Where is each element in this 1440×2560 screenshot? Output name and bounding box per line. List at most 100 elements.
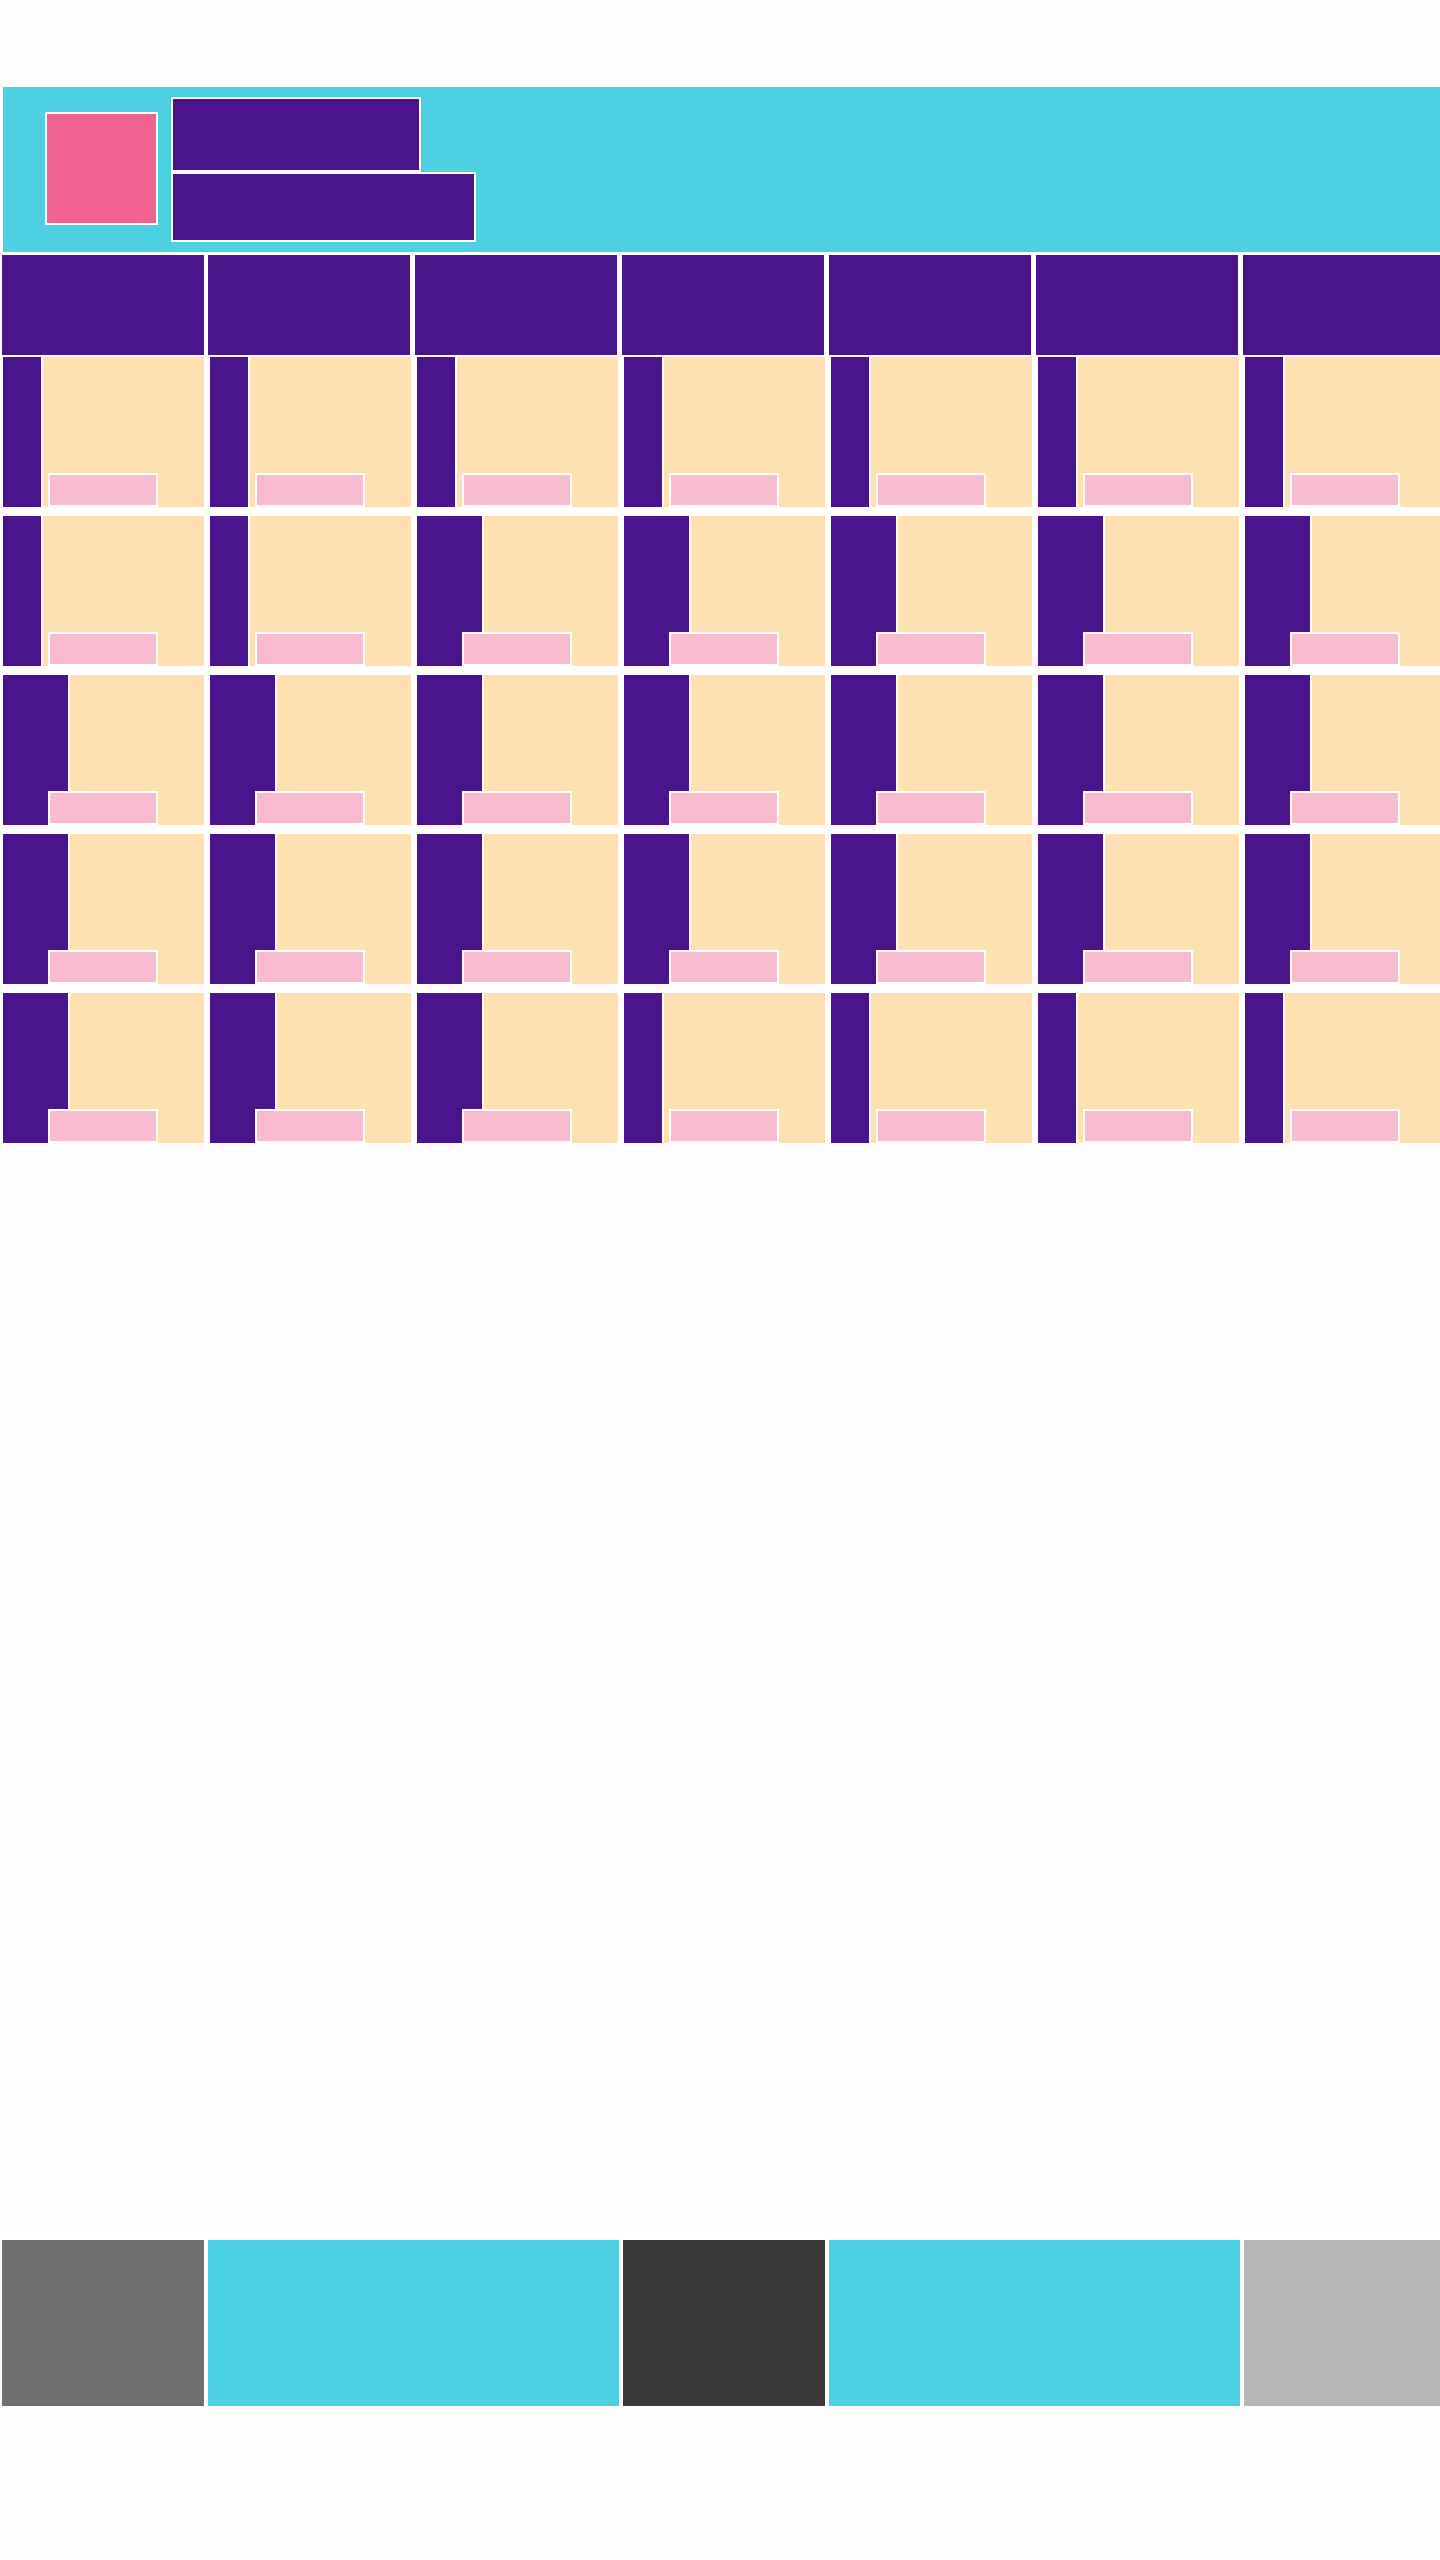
bottom-bar-button[interactable] [621,2238,827,2408]
calendar-cell[interactable] [624,675,825,825]
cell-date-bar [417,516,484,666]
calendar-cell[interactable] [624,516,825,666]
event-tag[interactable] [1290,473,1400,507]
day-header [620,253,826,357]
event-tag[interactable] [48,632,158,666]
calendar-cell[interactable] [3,516,204,666]
calendar-cell[interactable] [3,357,204,507]
event-tag[interactable] [876,950,986,984]
event-tag[interactable] [1083,950,1193,984]
avatar-icon[interactable] [45,112,158,225]
event-tag[interactable] [1083,791,1193,825]
cell-date-bar [831,993,871,1143]
cell-date-bar [831,357,871,507]
calendar-cell[interactable] [624,357,825,507]
bottom-bar-button[interactable] [827,2238,1242,2408]
calendar-cell[interactable] [1038,675,1239,825]
cell-date-bar [210,357,250,507]
calendar-cell[interactable] [210,516,411,666]
day-header [206,253,412,357]
event-tag[interactable] [255,473,365,507]
cell-date-bar [3,357,43,507]
calendar-cell[interactable] [210,357,411,507]
calendar-cell[interactable] [1245,357,1440,507]
bottom-bar [0,2238,1440,2408]
calendar-cell[interactable] [624,993,825,1143]
event-tag[interactable] [462,632,572,666]
calendar-cell[interactable] [1038,993,1239,1143]
event-tag[interactable] [48,1109,158,1143]
calendar-cell[interactable] [210,834,411,984]
calendar-cell[interactable] [417,516,618,666]
calendar-cell[interactable] [1038,516,1239,666]
event-tag[interactable] [876,791,986,825]
day-header [1241,253,1440,357]
day-header-row [0,253,1440,357]
event-tag[interactable] [1083,1109,1193,1143]
cell-date-bar [417,357,457,507]
bottom-bar-button[interactable] [1242,2238,1440,2408]
event-tag[interactable] [462,1109,572,1143]
event-tag[interactable] [255,1109,365,1143]
event-tag[interactable] [876,473,986,507]
calendar-cell[interactable] [210,993,411,1143]
event-tag[interactable] [462,473,572,507]
event-tag[interactable] [48,791,158,825]
cell-date-bar [624,993,664,1143]
cell-date-bar [1038,357,1078,507]
calendar-cell[interactable] [831,516,1032,666]
event-tag[interactable] [1290,632,1400,666]
day-header [413,253,619,357]
calendar-cell[interactable] [417,675,618,825]
event-tag[interactable] [255,950,365,984]
event-tag[interactable] [255,632,365,666]
calendar-cell[interactable] [210,675,411,825]
calendar-cell[interactable] [1245,516,1440,666]
event-tag[interactable] [1290,791,1400,825]
event-tag[interactable] [462,791,572,825]
event-tag[interactable] [48,950,158,984]
calendar-cell[interactable] [1038,357,1239,507]
page-title [171,97,421,172]
calendar-cell[interactable] [3,993,204,1143]
event-tag[interactable] [669,632,779,666]
day-header [1034,253,1240,357]
calendar-cell[interactable] [417,834,618,984]
calendar-cell[interactable] [3,675,204,825]
event-tag[interactable] [1290,950,1400,984]
event-tag[interactable] [1290,1109,1400,1143]
event-tag[interactable] [255,791,365,825]
calendar-grid [0,357,1440,1147]
event-tag[interactable] [669,473,779,507]
cell-date-bar [1038,993,1078,1143]
calendar-cell[interactable] [831,357,1032,507]
calendar-cell[interactable] [1245,834,1440,984]
event-tag[interactable] [1083,632,1193,666]
event-tag[interactable] [876,1109,986,1143]
event-tag[interactable] [669,950,779,984]
cell-date-bar [3,516,43,666]
bottom-bar-button[interactable] [0,2238,206,2408]
event-tag[interactable] [669,1109,779,1143]
bottom-bar-button[interactable] [206,2238,621,2408]
event-tag[interactable] [462,950,572,984]
calendar-cell[interactable] [1245,675,1440,825]
calendar-cell[interactable] [831,675,1032,825]
calendar-cell[interactable] [624,834,825,984]
page-subtitle [171,172,476,242]
calendar-cell[interactable] [3,834,204,984]
calendar-cell[interactable] [1038,834,1239,984]
calendar-cell[interactable] [417,357,618,507]
calendar-cell[interactable] [831,993,1032,1143]
calendar-cell[interactable] [1245,993,1440,1143]
event-tag[interactable] [876,632,986,666]
event-tag[interactable] [1083,473,1193,507]
cell-date-bar [210,516,250,666]
cell-date-bar [624,357,664,507]
event-tag[interactable] [669,791,779,825]
header [3,87,1440,252]
cell-date-bar [1245,993,1285,1143]
calendar-cell[interactable] [831,834,1032,984]
calendar-cell[interactable] [417,993,618,1143]
event-tag[interactable] [48,473,158,507]
